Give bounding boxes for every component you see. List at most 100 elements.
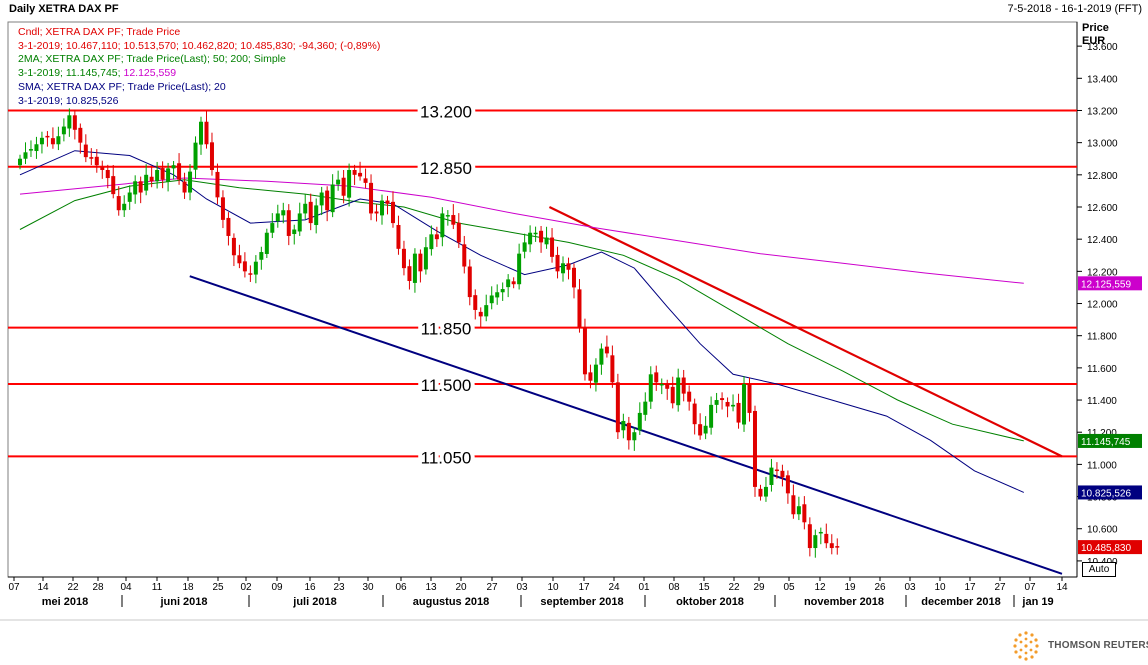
plot-area-frame — [7, 21, 1078, 578]
x-tick-label: 01 — [638, 582, 650, 593]
x-tick-label: 07 — [1024, 582, 1036, 593]
candle-body — [637, 412, 642, 431]
x-month-label: augustus 2018 — [413, 596, 489, 608]
candle-body — [380, 200, 385, 216]
x-tick-label: 14 — [37, 582, 49, 593]
x-tick-label: 02 — [240, 582, 252, 593]
candle-body — [676, 377, 681, 406]
candle-body — [215, 171, 220, 198]
x-month-label: september 2018 — [540, 596, 623, 608]
candle-body — [412, 253, 417, 283]
x-month-label: jan 19 — [1021, 596, 1053, 608]
candle-body — [599, 348, 604, 365]
x-month-label: juli 2018 — [292, 596, 336, 608]
y-tick-label: 11.600 — [1087, 364, 1117, 375]
candle-body — [226, 217, 231, 236]
price-tag-label: 10.825,526 — [1081, 488, 1131, 499]
candle-body — [752, 410, 757, 487]
candle-body — [264, 232, 269, 254]
y-tick-label: 11.200 — [1087, 428, 1117, 439]
candle-body — [358, 172, 363, 177]
x-tick-label: 24 — [608, 582, 620, 593]
trend-lines — [189, 206, 1063, 575]
level-label-3: 11.500 — [421, 376, 472, 395]
candle-body — [374, 211, 379, 214]
candle-body — [144, 174, 149, 191]
candle-body — [401, 248, 406, 269]
candle-body — [796, 506, 801, 515]
x-tick-label: 06 — [395, 582, 407, 593]
candle-body — [709, 404, 714, 428]
candle-body — [555, 254, 560, 272]
y-tick-label: 13.600 — [1087, 42, 1118, 53]
y-tick-label: 12.200 — [1087, 267, 1118, 278]
candle-body — [692, 403, 697, 425]
auto-scale-button[interactable]: Auto — [1082, 562, 1116, 577]
candle-body — [522, 242, 527, 252]
candle-body — [528, 232, 533, 245]
legend-sma-values: 3-1-2019; 10.825,526 — [18, 94, 119, 107]
candle-body — [396, 225, 401, 249]
candle-body — [314, 205, 319, 226]
y-tick-label: 12.600 — [1087, 203, 1118, 214]
candle-body — [352, 170, 357, 175]
candle-body — [824, 533, 829, 544]
candle-body — [451, 215, 456, 225]
legend-candle-values: 3-1-2019; 10.467,110; 10.513,570; 10.462… — [18, 39, 381, 52]
candle-body — [429, 234, 434, 250]
y-tick-label: 11.000 — [1087, 460, 1117, 471]
x-tick-label: 13 — [425, 582, 437, 593]
x-tick-label: 19 — [844, 582, 856, 593]
candle-body — [116, 196, 121, 211]
candle-body — [182, 181, 187, 193]
candle-body — [813, 535, 818, 549]
candle-body — [78, 127, 83, 143]
y-tick-label: 13.200 — [1087, 106, 1118, 117]
candle-body — [445, 215, 450, 217]
candle-body — [56, 136, 61, 145]
candle-body — [742, 383, 747, 425]
candle-body — [593, 364, 598, 383]
x-axis-ticks: 07 14 22 28 04 11 18 25 02 09 16 23 30 06 13 20 27 03 10 17… — [8, 577, 1068, 608]
candle-body — [533, 232, 538, 235]
axis-unit-currency: EUR — [1082, 35, 1106, 47]
x-tick-label: 04 — [120, 582, 132, 593]
candle-body — [193, 142, 198, 170]
legend: Cndl; XETRA DAX PF; Trade Price 3-1-2019… — [18, 26, 380, 108]
candle-body — [177, 163, 182, 180]
candle-body — [703, 425, 708, 434]
x-tick-label: 20 — [455, 582, 467, 593]
candle-body — [423, 247, 428, 270]
candle-body — [506, 279, 511, 288]
x-tick-label: 17 — [578, 582, 590, 593]
price-tag-box — [1078, 276, 1142, 291]
y-tick-label: 12.800 — [1087, 171, 1118, 182]
candle-body — [248, 273, 253, 275]
y-tick-label: 13.400 — [1087, 74, 1118, 85]
candle-body — [791, 495, 796, 515]
candle-body — [347, 170, 352, 198]
candle-body — [500, 289, 505, 293]
price-tag-box — [1078, 433, 1142, 448]
candle-body — [341, 177, 346, 196]
x-tick-label: 14 — [1056, 582, 1068, 593]
legend-sma-label: SMA; XETRA DAX PF; Trade Price(Last); 20 — [18, 80, 226, 93]
candle-body — [325, 190, 330, 211]
candle-body — [731, 404, 736, 407]
candle-body — [407, 266, 412, 281]
axis-unit-price: Price — [1082, 22, 1109, 34]
x-tick-label: 22 — [728, 582, 740, 593]
y-tick-label: 11.800 — [1087, 332, 1117, 343]
candle-body — [45, 135, 50, 138]
candle-body — [670, 386, 675, 404]
candle-body — [615, 382, 620, 433]
candlesticks — [18, 108, 840, 558]
price-tag-label: 12.125,559 — [1081, 279, 1131, 290]
y-tick-label: 12.000 — [1087, 300, 1118, 311]
legend-ma200-value: 12.125,559 — [123, 67, 177, 80]
candle-body — [687, 391, 692, 402]
horizontal-levels: 13.200 12.850 11.850 11.500 11.050 — [8, 98, 1077, 471]
level-label-1: 12.850 — [420, 159, 472, 178]
candle-body — [105, 170, 110, 179]
candle-body — [829, 543, 834, 549]
